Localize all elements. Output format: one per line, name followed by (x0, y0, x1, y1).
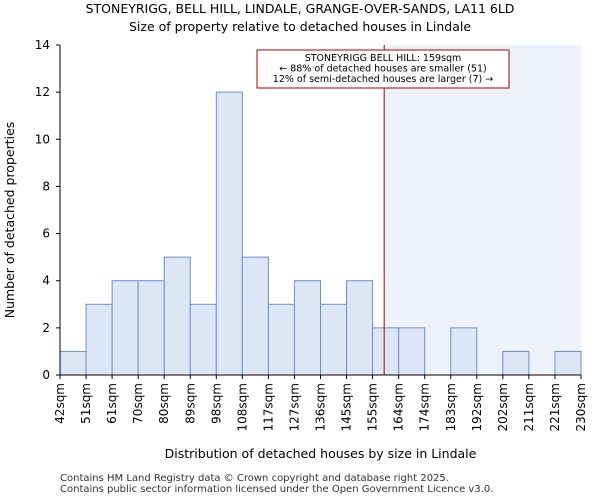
y-axis-title: Number of detached properties (2, 122, 17, 319)
y-tick-label-2: 2 (42, 321, 50, 335)
x-tick-label-42sqm: 42sqm (53, 383, 67, 424)
x-tick-label-51sqm: 51sqm (79, 383, 93, 424)
x-tick-label-89sqm: 89sqm (183, 383, 197, 424)
chart-subtitle: Size of property relative to detached ho… (128, 19, 472, 34)
x-tick-label-61sqm: 61sqm (105, 383, 119, 424)
bar-164sqm (398, 327, 426, 376)
footer-line-2: Contains public sector information licen… (60, 484, 494, 495)
y-tick-label-0: 0 (42, 368, 50, 382)
x-tick-label-174sqm: 174sqm (418, 383, 432, 431)
x-axis-title: Distribution of detached houses by size … (165, 446, 477, 461)
x-tick-label-70sqm: 70sqm (131, 383, 145, 424)
x-tick-label-117sqm: 117sqm (261, 383, 275, 431)
bar-117sqm (267, 303, 295, 376)
bar-127sqm (293, 280, 322, 376)
bar-136sqm (320, 303, 348, 376)
y-tick-label-6: 6 (42, 227, 50, 241)
x-tick-label-127sqm: 127sqm (287, 383, 301, 431)
y-tick-label-8: 8 (42, 179, 50, 193)
x-tick-label-155sqm: 155sqm (366, 383, 380, 431)
bar-183sqm (450, 327, 478, 376)
larger-region-highlight (384, 45, 581, 375)
x-tick-label-202sqm: 202sqm (496, 383, 510, 431)
bar-155sqm (372, 327, 400, 376)
y-tick-label-4: 4 (42, 274, 50, 288)
bar-202sqm (502, 350, 530, 376)
bar-108sqm (241, 256, 269, 376)
marker-annotation-box (256, 49, 510, 89)
annotation-line-1: STONEYRIGG BELL HILL: 159sqm (305, 53, 462, 64)
annotation-line-2: ← 88% of detached houses are smaller (51… (279, 64, 486, 75)
x-tick-label-136sqm: 136sqm (314, 383, 328, 431)
x-tick-label-183sqm: 183sqm (444, 383, 458, 431)
x-tick-label-211sqm: 211sqm (522, 383, 536, 431)
x-tick-label-164sqm: 164sqm (392, 383, 406, 431)
x-tick-label-192sqm: 192sqm (470, 383, 484, 431)
y-tick-label-10: 10 (35, 132, 50, 146)
bar-89sqm (189, 303, 217, 376)
x-tick-label-145sqm: 145sqm (340, 383, 354, 431)
bar-145sqm (346, 280, 374, 376)
annotation-line-3: 12% of semi-detached houses are larger (… (273, 74, 493, 85)
bar-70sqm (137, 280, 165, 376)
bar-221sqm (554, 350, 582, 376)
x-tick-label-108sqm: 108sqm (235, 383, 249, 431)
bar-80sqm (163, 256, 191, 376)
footer-line-1: Contains HM Land Registry data © Crown c… (60, 473, 449, 484)
x-tick-label-80sqm: 80sqm (157, 383, 171, 424)
y-tick-label-12: 12 (35, 85, 50, 99)
bar-61sqm (111, 280, 139, 376)
x-tick-label-98sqm: 98sqm (209, 383, 223, 424)
bar-42sqm (59, 350, 87, 376)
x-tick-label-230sqm: 230sqm (574, 383, 588, 431)
bar-98sqm (215, 91, 243, 376)
chart-title: STONEYRIGG, BELL HILL, LINDALE, GRANGE-O… (85, 1, 515, 16)
histogram-chart: 0 2 4 6 8 10 12 14 42sqm 51sqm 61sqm 70sqm 80sqm 89sq… (2, 38, 588, 461)
bar-51sqm (85, 303, 113, 376)
x-tick-label-221sqm: 221sqm (548, 383, 562, 431)
y-tick-label-14: 14 (35, 38, 50, 52)
